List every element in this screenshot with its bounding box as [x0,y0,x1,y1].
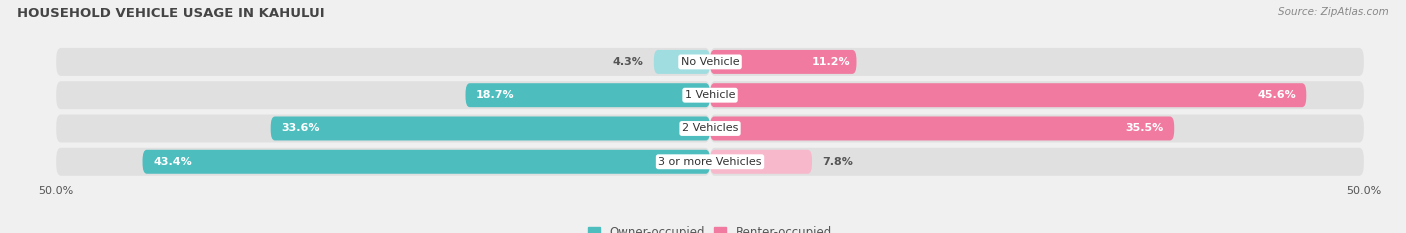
Text: 43.4%: 43.4% [153,157,191,167]
FancyBboxPatch shape [465,83,710,107]
FancyBboxPatch shape [710,148,1364,176]
FancyBboxPatch shape [654,50,710,74]
FancyBboxPatch shape [56,148,710,176]
Text: 18.7%: 18.7% [477,90,515,100]
Text: Source: ZipAtlas.com: Source: ZipAtlas.com [1278,7,1389,17]
Text: No Vehicle: No Vehicle [681,57,740,67]
FancyBboxPatch shape [56,48,710,76]
FancyBboxPatch shape [56,81,710,109]
FancyBboxPatch shape [710,83,1306,107]
Text: 11.2%: 11.2% [811,57,851,67]
FancyBboxPatch shape [710,50,856,74]
Text: 35.5%: 35.5% [1126,123,1164,134]
FancyBboxPatch shape [710,81,1364,109]
FancyBboxPatch shape [710,116,1174,140]
Text: 7.8%: 7.8% [823,157,853,167]
FancyBboxPatch shape [710,48,1364,76]
FancyBboxPatch shape [142,150,710,174]
FancyBboxPatch shape [56,114,710,142]
FancyBboxPatch shape [710,114,1364,142]
FancyBboxPatch shape [710,150,813,174]
Text: 4.3%: 4.3% [613,57,644,67]
Text: HOUSEHOLD VEHICLE USAGE IN KAHULUI: HOUSEHOLD VEHICLE USAGE IN KAHULUI [17,7,325,20]
Text: 3 or more Vehicles: 3 or more Vehicles [658,157,762,167]
Legend: Owner-occupied, Renter-occupied: Owner-occupied, Renter-occupied [588,226,832,233]
Text: 45.6%: 45.6% [1257,90,1296,100]
Text: 2 Vehicles: 2 Vehicles [682,123,738,134]
Text: 1 Vehicle: 1 Vehicle [685,90,735,100]
FancyBboxPatch shape [271,116,710,140]
Text: 33.6%: 33.6% [281,123,319,134]
